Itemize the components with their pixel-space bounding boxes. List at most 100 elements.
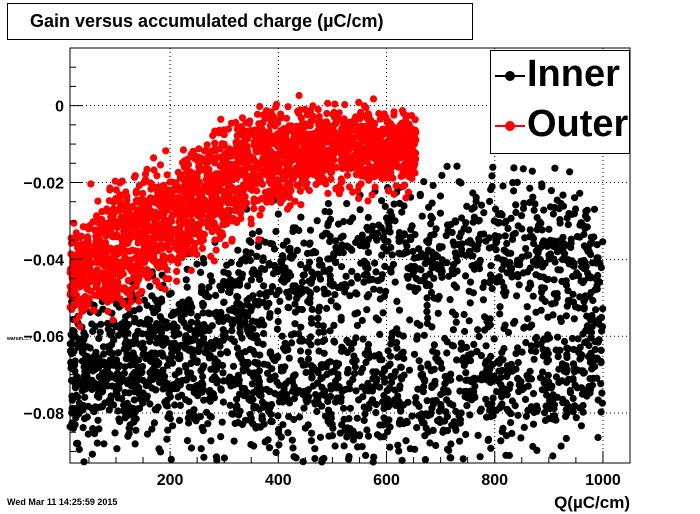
data-point-inner xyxy=(97,378,105,386)
data-point-inner xyxy=(230,437,238,445)
data-point-inner xyxy=(518,212,526,220)
data-point-inner xyxy=(291,224,299,232)
data-point-inner xyxy=(391,278,399,286)
data-point-inner xyxy=(338,343,346,351)
data-point-outer xyxy=(184,183,192,192)
data-point-inner xyxy=(480,279,488,287)
data-point-inner xyxy=(297,261,305,269)
data-point-inner xyxy=(504,328,513,336)
data-point-inner xyxy=(430,274,438,282)
data-point-outer xyxy=(255,130,263,138)
data-point-inner xyxy=(204,420,212,428)
data-point-inner xyxy=(125,353,133,361)
data-point-inner xyxy=(533,341,541,349)
data-point-outer xyxy=(380,110,388,118)
data-point-inner xyxy=(444,388,452,396)
data-point-inner xyxy=(205,283,213,291)
data-point-inner xyxy=(395,306,404,314)
data-point-inner xyxy=(130,416,138,424)
data-point-inner xyxy=(450,281,458,289)
data-point-outer xyxy=(297,165,305,173)
data-point-outer xyxy=(126,247,134,255)
data-point-inner xyxy=(300,391,308,399)
grid-lines xyxy=(70,48,630,463)
data-point-inner xyxy=(274,268,282,276)
data-point-inner xyxy=(564,221,572,229)
data-point-outer xyxy=(411,126,419,134)
data-point-outer xyxy=(278,152,286,160)
data-point-inner xyxy=(564,375,573,383)
data-point-outer xyxy=(261,188,269,196)
data-point-outer xyxy=(359,133,367,141)
data-point-inner xyxy=(488,285,496,293)
data-point-inner xyxy=(305,298,313,306)
data-point-inner xyxy=(177,313,185,321)
data-point-inner xyxy=(528,167,536,175)
data-point-outer xyxy=(318,122,326,130)
data-point-inner xyxy=(337,283,345,292)
data-point-inner xyxy=(587,357,595,365)
data-point-inner xyxy=(314,314,322,322)
data-point-inner xyxy=(502,451,510,459)
data-point-inner xyxy=(455,374,464,382)
data-point-inner xyxy=(472,197,480,205)
data-point-inner xyxy=(73,411,81,419)
data-point-inner xyxy=(299,271,307,279)
data-point-inner xyxy=(322,363,330,371)
data-point-outer xyxy=(135,297,143,305)
data-point-outer xyxy=(311,161,319,169)
data-point-inner xyxy=(565,298,574,306)
data-point-inner xyxy=(499,182,507,190)
data-point-inner xyxy=(292,454,300,462)
data-point-inner xyxy=(265,444,274,452)
data-point-outer xyxy=(397,172,405,180)
data-point-inner xyxy=(217,283,225,291)
data-point-inner xyxy=(346,404,354,412)
data-point-outer xyxy=(116,283,124,292)
data-point-outer xyxy=(411,133,419,141)
data-point-inner xyxy=(215,317,223,325)
data-point-inner xyxy=(93,439,101,447)
data-point-inner xyxy=(517,378,525,386)
data-point-inner xyxy=(81,393,89,401)
data-point-outer xyxy=(277,127,285,135)
data-point-inner xyxy=(390,373,398,381)
data-point-outer xyxy=(233,149,241,157)
data-point-outer xyxy=(284,103,292,111)
data-point-inner xyxy=(533,261,541,269)
data-point-inner xyxy=(199,255,207,263)
data-point-inner xyxy=(270,355,278,363)
data-point-inner xyxy=(246,369,254,377)
data-point-inner xyxy=(268,365,276,373)
data-point-inner xyxy=(498,366,506,375)
data-point-inner xyxy=(403,272,411,280)
data-point-outer xyxy=(270,151,278,159)
data-point-inner xyxy=(112,323,120,331)
data-point-outer xyxy=(181,193,189,201)
data-point-outer xyxy=(349,139,358,147)
data-point-inner xyxy=(190,406,198,414)
data-point-inner xyxy=(484,323,492,331)
data-point-outer xyxy=(341,131,349,139)
data-point-inner xyxy=(493,388,501,396)
data-point-outer xyxy=(108,268,116,276)
data-point-inner xyxy=(424,428,432,436)
data-point-outer xyxy=(399,161,407,169)
data-point-inner xyxy=(159,341,167,349)
data-point-inner xyxy=(559,202,568,210)
data-point-inner xyxy=(538,180,546,188)
data-point-inner xyxy=(242,248,250,256)
data-point-outer xyxy=(131,268,139,276)
data-point-outer xyxy=(88,251,96,259)
data-point-inner xyxy=(526,226,534,234)
data-point-outer xyxy=(295,125,304,133)
data-point-outer xyxy=(349,118,358,127)
data-point-inner xyxy=(320,328,328,336)
data-point-inner xyxy=(539,368,547,376)
data-point-outer xyxy=(257,195,265,203)
data-point-outer xyxy=(399,183,407,191)
data-point-inner xyxy=(165,355,173,363)
data-point-inner xyxy=(285,354,293,362)
data-point-inner xyxy=(247,276,255,284)
data-point-inner xyxy=(327,297,335,305)
